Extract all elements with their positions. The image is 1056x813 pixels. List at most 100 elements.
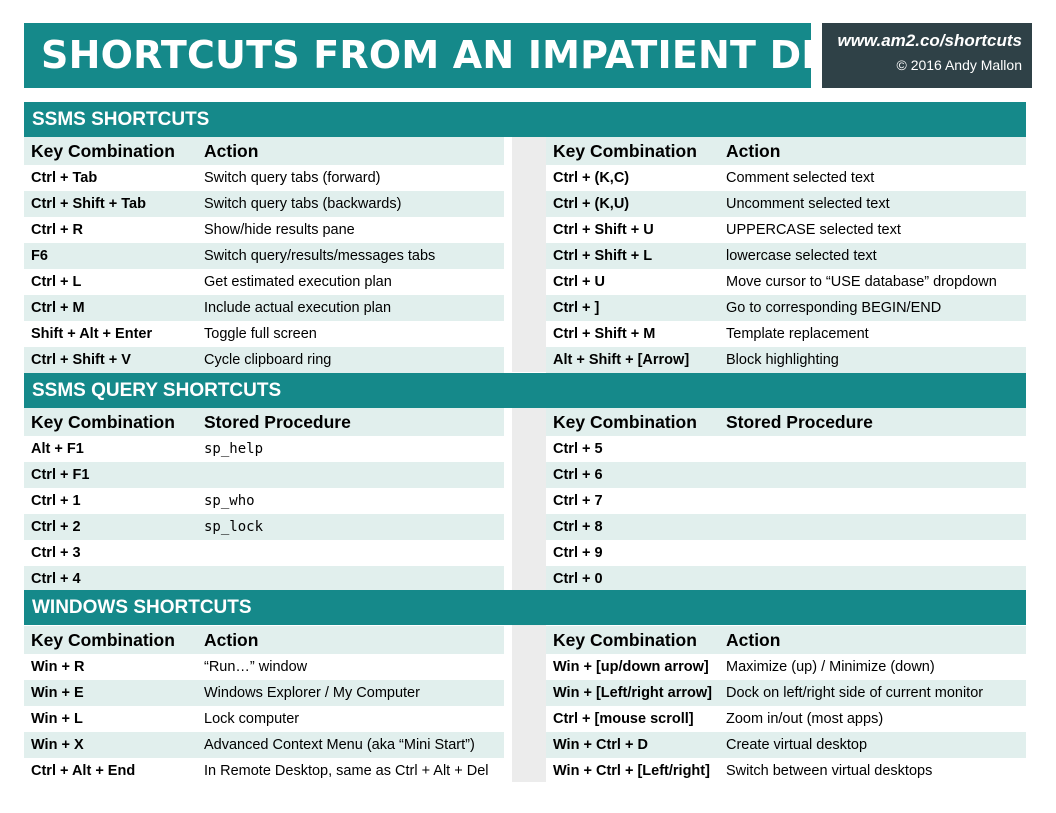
windows-table-left: Key Combination Action Win + R “Run…” windo… [24, 626, 504, 784]
table-row: Ctrl + Tab Switch query tabs (forward) [24, 165, 504, 191]
table-header-row: Key Combination Action [24, 137, 504, 165]
windows-table-right: Key Combination Action Win + [up/down arro… [546, 626, 1026, 784]
stored-procedure: sp_lock [204, 519, 264, 535]
key-combination: Ctrl + Shift + M [553, 326, 656, 342]
action: Block highlighting [726, 352, 839, 368]
key-combination: Win + [up/down arrow] [553, 659, 709, 675]
action: Maximize (up) / Minimize (down) [726, 659, 935, 675]
table-row: Ctrl + U Move cursor to “USE database” dr… [546, 269, 1026, 295]
column-header-key: Key Combination [553, 411, 697, 432]
key-combination: Ctrl + Shift + Tab [31, 196, 146, 212]
column-header-key: Key Combination [31, 140, 175, 161]
action: Get estimated execution plan [204, 274, 392, 290]
key-combination: Ctrl + Shift + L [553, 248, 653, 264]
key-combination: Shift + Alt + Enter [31, 326, 153, 342]
table-row: Ctrl + Shift + V Cycle clipboard ring [24, 347, 504, 373]
table-row: Ctrl + Shift + M Template replacement [546, 321, 1026, 347]
section-windows-title: WINDOWS SHORTCUTS [24, 590, 1026, 625]
key-combination: Ctrl + [mouse scroll] [553, 711, 694, 727]
key-combination: Ctrl + F1 [31, 467, 90, 483]
action: Switch query tabs (forward) [204, 170, 381, 186]
key-combination: Ctrl + Shift + U [553, 222, 654, 238]
table-row: Ctrl + 3 [24, 540, 504, 566]
key-combination: F6 [31, 248, 48, 264]
key-combination: Alt + Shift + [Arrow] [553, 352, 690, 368]
column-header-action: Action [726, 629, 781, 650]
key-combination: Win + Ctrl + [Left/right] [553, 763, 710, 779]
table-row: F6 Switch query/results/messages tabs [24, 243, 504, 269]
table-row: Win + R “Run…” window [24, 654, 504, 680]
table-row: Ctrl + 6 [546, 462, 1026, 488]
key-combination: Ctrl + Tab [31, 170, 98, 186]
key-combination: Ctrl + 3 [31, 545, 81, 561]
action: Create virtual desktop [726, 737, 868, 753]
table-row: Ctrl + Shift + U UPPERCASE selected text [546, 217, 1026, 243]
table-row: Win + Ctrl + [Left/right] Switch between … [546, 758, 1026, 784]
key-combination: Win + E [31, 685, 84, 701]
table-row: Ctrl + Shift + Tab Switch query tabs (bac… [24, 191, 504, 217]
key-combination: Ctrl + 8 [553, 519, 603, 535]
stored-procedure: sp_help [204, 441, 264, 457]
section-ssms-title: SSMS SHORTCUTS [24, 102, 1026, 137]
table-row: Ctrl + 0 [546, 566, 1026, 592]
table-row: Ctrl + 4 [24, 566, 504, 592]
table-row: Ctrl + 1 sp_who [24, 488, 504, 514]
action: Show/hide results pane [204, 222, 355, 238]
key-combination: Ctrl + M [31, 300, 85, 316]
table-row: Win + L Lock computer [24, 706, 504, 732]
action: Windows Explorer / My Computer [204, 685, 420, 701]
table-header-row: Key Combination Stored Procedure [546, 408, 1026, 436]
key-combination: Ctrl + Alt + End [31, 763, 136, 779]
action: Include actual execution plan [204, 300, 392, 316]
url-box: www.am2.co/shortcuts © 2016 Andy Mallon [822, 23, 1032, 88]
table-row: Ctrl + (K,U) Uncomment selected text [546, 191, 1026, 217]
action: Cycle clipboard ring [204, 352, 332, 368]
action: UPPERCASE selected text [726, 222, 901, 238]
action: Uncomment selected text [726, 196, 890, 212]
table-row: Ctrl + 7 [546, 488, 1026, 514]
action: Advanced Context Menu (aka “Mini Start”) [204, 737, 475, 753]
key-combination: Ctrl + 4 [31, 571, 81, 587]
key-combination: Ctrl + 1 [31, 493, 81, 509]
key-combination: Ctrl + 7 [553, 493, 603, 509]
table-row: Ctrl + Alt + End In Remote Desktop, same … [24, 758, 504, 784]
action: Zoom in/out (most apps) [726, 711, 884, 727]
query-table-right: Key Combination Stored Procedure Ctrl + 5 C… [546, 408, 1026, 592]
key-combination: Win + [Left/right arrow] [553, 685, 712, 701]
key-combination: Ctrl + U [553, 274, 605, 290]
copyright: © 2016 Andy Mallon [896, 57, 1022, 73]
key-combination: Win + X [31, 737, 84, 753]
action: Template replacement [726, 326, 869, 342]
key-combination: Ctrl + (K,C) [553, 170, 630, 186]
column-header-action: Action [204, 629, 259, 650]
column-header-action: Action [726, 140, 781, 161]
key-combination: Alt + F1 [31, 441, 84, 457]
action: Switch between virtual desktops [726, 763, 933, 779]
table-header-row: Key Combination Action [546, 137, 1026, 165]
table-row: Ctrl + M Include actual execution plan [24, 295, 504, 321]
table-row: Ctrl + F1 [24, 462, 504, 488]
table-row: Ctrl + R Show/hide results pane [24, 217, 504, 243]
column-header-action: Action [204, 140, 259, 161]
action: “Run…” window [204, 659, 308, 675]
table-header-row: Key Combination Action [546, 626, 1026, 654]
table-row: Ctrl + (K,C) Comment selected text [546, 165, 1026, 191]
section-query-title: SSMS QUERY SHORTCUTS [24, 373, 1026, 408]
key-combination: Ctrl + 5 [553, 441, 603, 457]
table-row: Win + [Left/right arrow] Dock on left/rig… [546, 680, 1026, 706]
table-row: Ctrl + 9 [546, 540, 1026, 566]
action: Comment selected text [726, 170, 875, 186]
key-combination: Win + L [31, 711, 83, 727]
table-row: Win + [up/down arrow] Maximize (up) / Min… [546, 654, 1026, 680]
column-divider [512, 137, 546, 372]
column-header-action: Stored Procedure [204, 411, 351, 432]
action: Go to corresponding BEGIN/END [726, 300, 942, 316]
action: Move cursor to “USE database” dropdown [726, 274, 997, 290]
table-row: Ctrl + 5 [546, 436, 1026, 462]
table-row: Ctrl + 8 [546, 514, 1026, 540]
stored-procedure: sp_who [204, 493, 255, 509]
column-header-key: Key Combination [553, 140, 697, 161]
table-row: Ctrl + Shift + L lowercase selected text [546, 243, 1026, 269]
site-url[interactable]: www.am2.co/shortcuts [837, 31, 1022, 50]
column-divider [512, 408, 546, 590]
